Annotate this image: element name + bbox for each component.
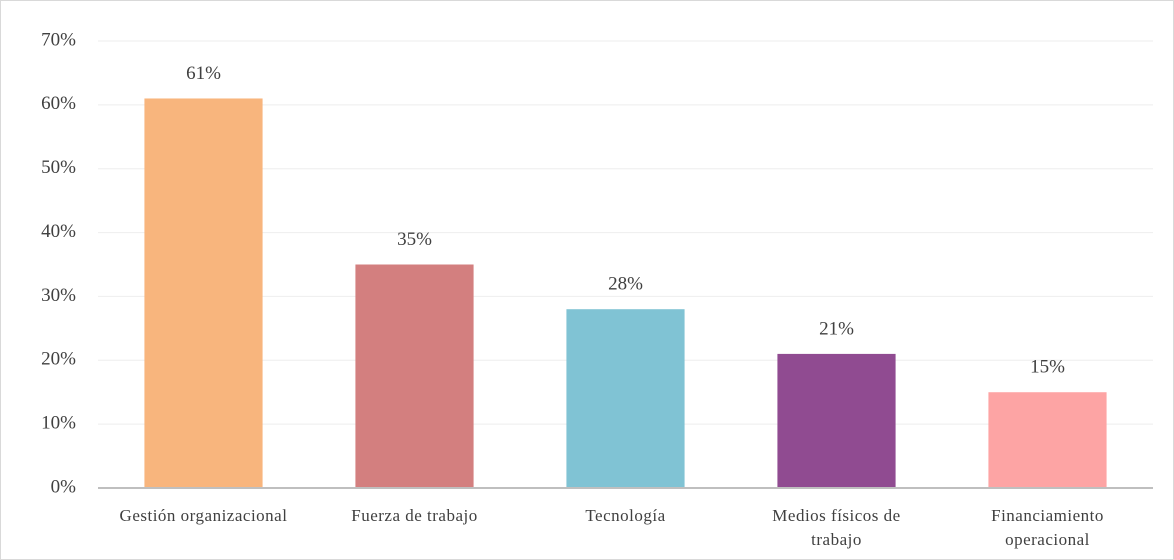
value-label: 28% bbox=[608, 274, 643, 295]
value-label: 35% bbox=[397, 229, 432, 250]
bar bbox=[566, 309, 685, 488]
y-tick-label: 50% bbox=[41, 157, 76, 178]
bar bbox=[355, 264, 474, 488]
bar bbox=[144, 98, 263, 488]
x-tick-label: Medios físicos de trabajo bbox=[772, 506, 901, 549]
y-tick-label: 20% bbox=[41, 349, 76, 370]
y-tick-label: 30% bbox=[41, 285, 76, 306]
x-tick-label: Financiamiento operacional bbox=[991, 506, 1104, 549]
x-tick-label: Gestión organizacional bbox=[119, 506, 288, 525]
value-label: 21% bbox=[819, 318, 854, 339]
bar bbox=[988, 392, 1107, 488]
x-tick-label: Fuerza de trabajo bbox=[351, 506, 478, 525]
y-tick-label: 40% bbox=[41, 221, 76, 242]
y-tick-label: 60% bbox=[41, 93, 76, 114]
y-tick-label: 0% bbox=[51, 476, 77, 497]
bar bbox=[777, 353, 896, 488]
x-tick-label: Tecnología bbox=[585, 506, 666, 525]
value-label: 15% bbox=[1030, 357, 1065, 378]
y-tick-label: 10% bbox=[41, 413, 76, 434]
y-tick-label: 70% bbox=[41, 29, 76, 50]
value-label: 61% bbox=[186, 63, 221, 84]
